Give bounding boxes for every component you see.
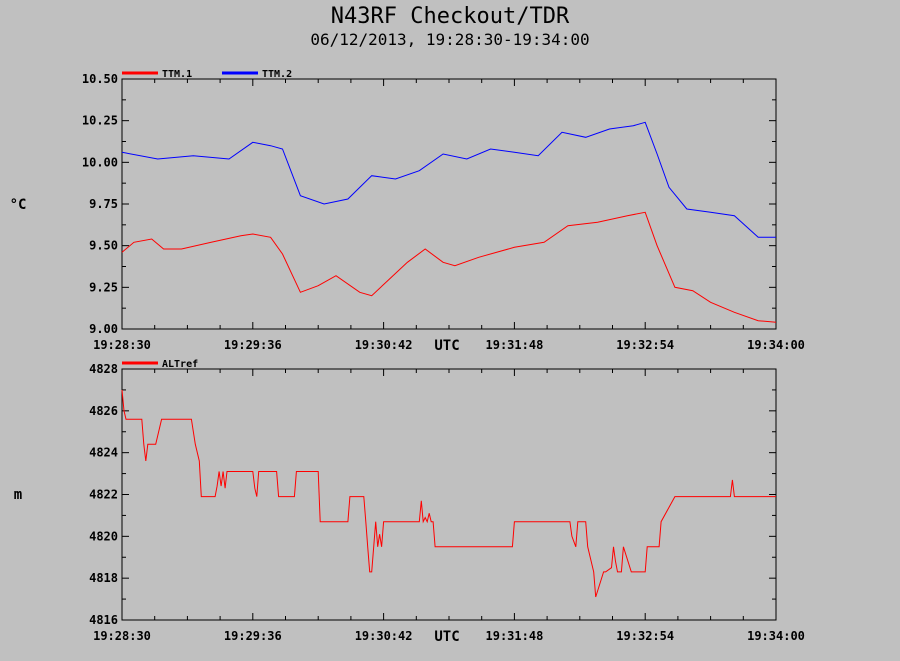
- y-tick-label: 4828: [89, 362, 118, 376]
- y-tick-label: 10.50: [82, 72, 118, 86]
- x-tick-label: 19:31:48: [486, 629, 544, 643]
- series-line: [121, 389, 776, 598]
- x-axis-title: UTC: [434, 629, 459, 645]
- chart-title: N43RF Checkout/TDR: [330, 4, 570, 29]
- x-tick-label: 19:29:36: [224, 338, 282, 352]
- y-tick-label: 4818: [89, 571, 118, 585]
- y-tick-label: 4824: [89, 446, 118, 460]
- y-axis-title: m: [14, 487, 22, 503]
- x-tick-label: 19:29:36: [224, 629, 282, 643]
- y-tick-label: 4826: [89, 404, 118, 418]
- series-line: [121, 211, 777, 323]
- y-tick-label: 10.25: [82, 114, 118, 128]
- y-tick-label: 9.50: [89, 239, 118, 253]
- legend-label: TTM.2: [262, 69, 292, 80]
- x-tick-label: 19:28:30: [93, 629, 151, 643]
- x-tick-label: 19:32:54: [616, 338, 674, 352]
- x-tick-label: 19:30:42: [355, 629, 413, 643]
- x-tick-label: 19:34:00: [747, 629, 805, 643]
- x-tick-label: 19:32:54: [616, 629, 674, 643]
- legend-label: TTM.1: [162, 69, 192, 80]
- x-tick-label: 19:31:48: [486, 338, 544, 352]
- y-tick-label: 4820: [89, 529, 118, 543]
- x-tick-label: 19:34:00: [747, 338, 805, 352]
- y-tick-label: 9.00: [89, 322, 118, 336]
- x-axis-title: UTC: [434, 338, 459, 354]
- plot-frame: [121, 78, 777, 330]
- legend-label: ALTref: [162, 359, 198, 370]
- series-line: [121, 121, 776, 238]
- chart-panel-1: 9.00 9.25 9.50 9.75 10.00 10.25 10.50 19:28:30 1…: [10, 69, 805, 354]
- chart-panel-2: 4816 4818 4820 4822 4824 4826 4828 19:28:30 19:2…: [14, 359, 805, 645]
- y-tick-label: 4816: [89, 613, 118, 627]
- y-tick-label: 9.25: [89, 280, 118, 294]
- x-tick-label: 19:30:42: [355, 338, 413, 352]
- y-tick-label: 10.00: [82, 155, 118, 169]
- x-tick-label: 19:28:30: [93, 338, 151, 352]
- y-tick-label: 4822: [89, 488, 118, 502]
- chart-subtitle: 06/12/2013, 19:28:30-19:34:00: [310, 30, 590, 49]
- plot-frame: [121, 368, 777, 621]
- y-tick-label: 9.75: [89, 197, 118, 211]
- y-axis-title: °C: [10, 197, 27, 213]
